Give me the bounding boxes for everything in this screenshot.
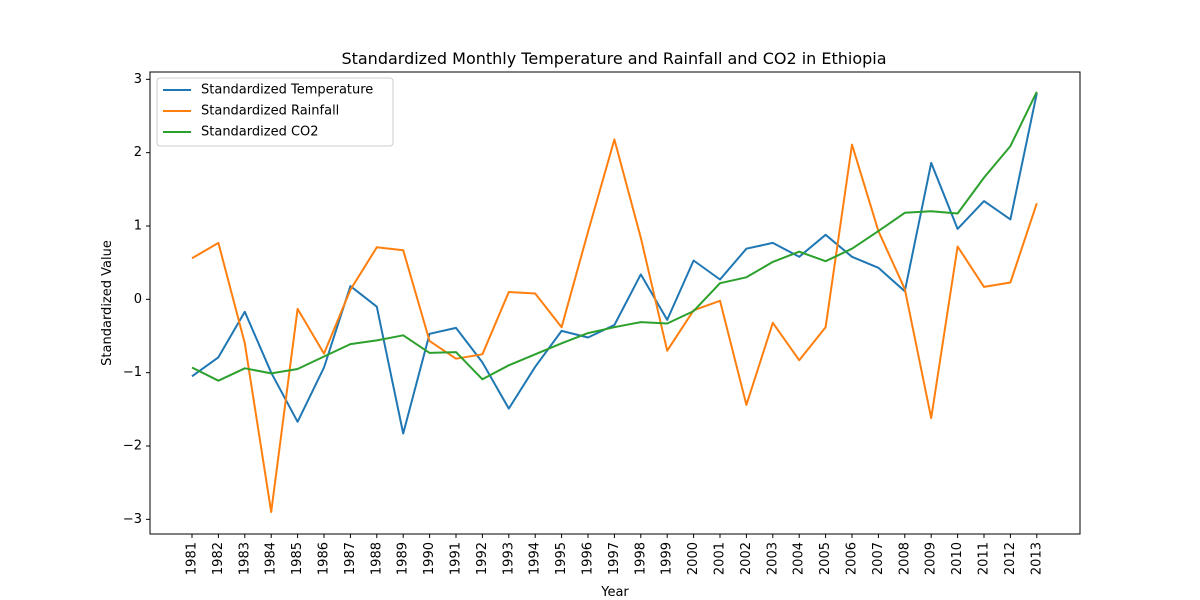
plot-area [150,72,1080,534]
x-tick-label: 2003 [765,542,780,575]
y-tick-label: 2 [134,145,142,160]
x-tick-label: 2002 [739,542,754,575]
y-tick-label: 0 [134,292,142,307]
x-tick-label: 1992 [475,542,490,575]
chart-title: Standardized Monthly Temperature and Rai… [341,49,886,68]
x-tick-label: 2009 [924,542,939,575]
y-tick-label: −3 [123,512,142,527]
x-tick-label: 1996 [581,542,596,575]
x-tick-label: 2001 [713,542,728,575]
series-line-1 [191,93,1038,435]
legend: Standardized Temperature Standardized Rai… [156,77,394,147]
y-tick-label: −1 [123,365,142,380]
y-tick-label: −2 [123,439,142,454]
x-tick-label: 2013 [1029,542,1044,575]
x-tick-label: 1983 [237,542,252,575]
y-tick-label: 1 [134,219,142,234]
x-tick-label: 1988 [369,542,384,575]
x-tick-label: 1990 [422,542,437,575]
x-tick-label: 2005 [818,542,833,575]
x-tick-label: 2010 [950,542,965,575]
x-tick-label: 1987 [343,542,358,575]
x-tick-label: 1998 [633,542,648,575]
x-tick-label: 1994 [528,542,543,575]
x-tick-label: 1993 [501,542,516,575]
legend-label: Standardized Temperature [201,83,373,98]
legend-box [156,77,394,147]
x-tick-label: 2006 [845,542,860,575]
x-tick-label: 2011 [977,542,992,575]
x-tick-label: 2007 [871,542,886,575]
series-line-2 [191,138,1038,513]
x-tick-label: 1982 [211,542,226,575]
x-tick-label: 1989 [396,542,411,575]
series-lines [191,91,1038,513]
x-tick-label: 1986 [317,542,332,575]
x-tick-label: 2004 [792,542,807,575]
y-axis: −3 −2 −1 0 1 2 3 [123,72,150,527]
x-tick-label: 1985 [290,542,305,575]
x-tick-label: 1984 [264,542,279,575]
x-tick-label: 2008 [897,542,912,575]
series-line-3 [191,91,1038,382]
x-tick-label: 2012 [1003,542,1018,575]
plot-frame [149,71,1081,535]
legend-label: Standardized CO2 [201,125,319,140]
x-tick-label: 1999 [660,542,675,575]
x-axis-label: Year [600,585,629,600]
x-axis: 1981 1982 1983 1984 1985 1986 1987 1988 1989 1990… [185,534,1044,575]
x-tick-label: 1997 [607,542,622,575]
x-tick-label: 1995 [554,542,569,575]
x-tick-label: 1981 [185,542,200,575]
x-tick-label: 1991 [449,542,464,575]
x-tick-label: 2000 [686,542,701,575]
y-tick-label: 3 [134,72,142,87]
legend-label: Standardized Rainfall [201,104,339,119]
y-axis-label: Standardized Value [100,240,115,366]
